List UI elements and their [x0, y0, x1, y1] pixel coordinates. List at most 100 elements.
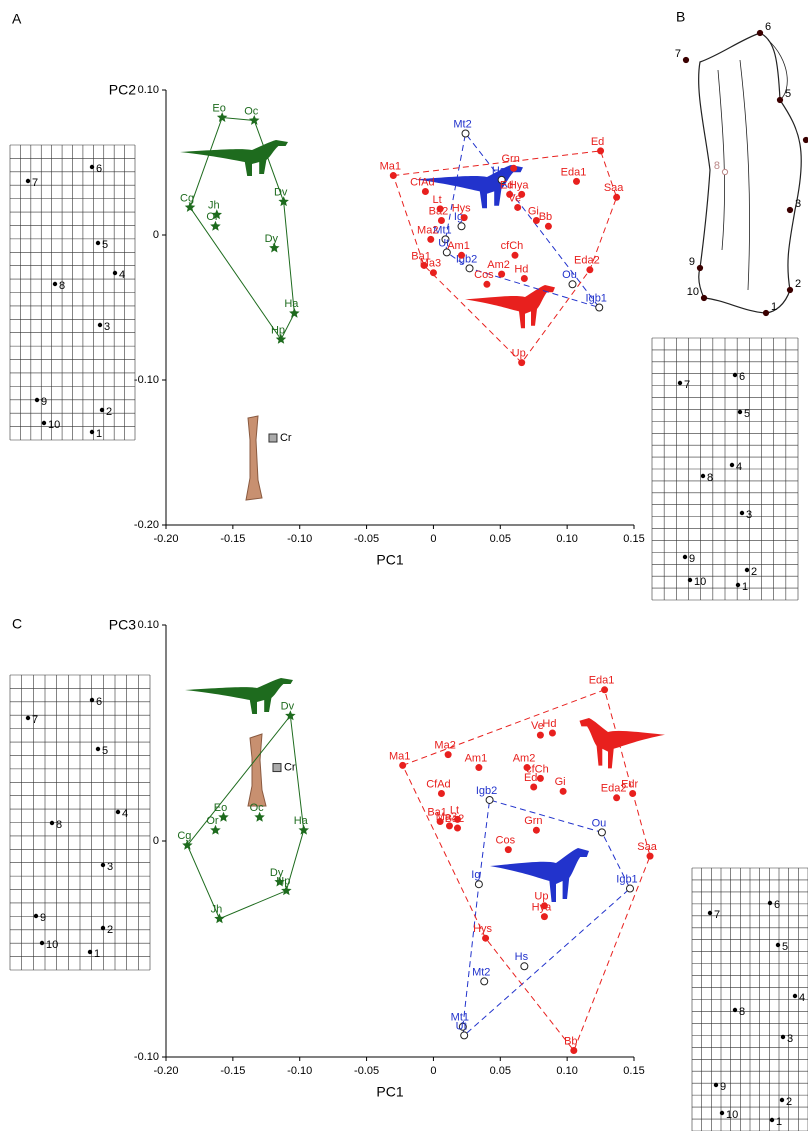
x-tick-label: 0.15 [623, 533, 644, 545]
landmark-label: 2 [107, 924, 113, 936]
point [595, 303, 604, 312]
y-axis-label: PC2 [109, 82, 136, 98]
x-tick-label: -0.15 [220, 1065, 245, 1077]
landmark-label: 2 [795, 278, 801, 290]
point [570, 1047, 578, 1055]
point [548, 729, 556, 737]
landmark-dot [769, 1117, 775, 1123]
landmark-dot [732, 1007, 738, 1013]
point-label: Gi [555, 776, 566, 788]
point [474, 880, 483, 889]
landmark-label: 6 [774, 899, 780, 911]
point-label: Dy [270, 867, 284, 879]
landmark-label: 4 [799, 992, 805, 1004]
x-tick-label: 0.05 [490, 1065, 511, 1077]
landmark-dot [762, 309, 770, 317]
point-label: Ig [471, 869, 480, 881]
point [568, 280, 577, 289]
point-label: Mt1 [433, 224, 451, 236]
landmark-label: 4 [119, 269, 125, 281]
x-tick-label: 0.10 [556, 1065, 577, 1077]
point [504, 846, 512, 854]
point-label: Eda2 [601, 783, 627, 795]
landmark-dot [89, 697, 95, 703]
landmark-label: 1 [776, 1116, 782, 1128]
point-label: Hya [532, 902, 552, 914]
landmark-dot [33, 913, 39, 919]
point-label: Bb [564, 1035, 577, 1047]
landmark-dot [779, 1097, 785, 1103]
landmark-dot [786, 286, 794, 294]
landmark-label: 9 [689, 553, 695, 565]
landmark-dot [39, 940, 45, 946]
point [298, 824, 309, 835]
landmark-label: 5 [102, 239, 108, 251]
landmark-label: 7 [684, 379, 690, 391]
point [498, 270, 506, 278]
point [460, 1031, 469, 1040]
point [442, 248, 451, 257]
silhouette [185, 678, 293, 714]
landmark-label: 10 [726, 1109, 738, 1121]
x-tick-label: -0.05 [354, 533, 379, 545]
point [399, 761, 407, 769]
point [510, 164, 518, 172]
point [613, 193, 621, 201]
landmark-dot [115, 809, 121, 815]
silhouette [465, 285, 555, 329]
point [436, 818, 444, 826]
landmark-label: 7 [32, 177, 38, 189]
point-label: Or [206, 815, 219, 827]
landmark-dot [729, 462, 735, 468]
silhouette [579, 718, 665, 769]
landmark-dot [732, 372, 738, 378]
landmark-dot [744, 567, 750, 573]
x-tick-label: 0.10 [556, 533, 577, 545]
landmark-dot [786, 206, 794, 214]
point-label: Ma1 [380, 160, 401, 172]
landmark-dot [87, 949, 93, 955]
point-label: Ed [524, 772, 537, 784]
point [514, 203, 522, 211]
point [211, 209, 222, 220]
point [445, 822, 453, 830]
point-label: Dv [274, 187, 288, 199]
landmark-label: 1 [94, 948, 100, 960]
point-label: CfAd [426, 778, 450, 790]
landmark-dot [89, 164, 95, 170]
point-label: Oc [244, 105, 259, 117]
landmark-label: 6 [765, 21, 771, 33]
point [427, 235, 435, 243]
landmark-label: 8 [714, 160, 720, 172]
point [272, 763, 282, 773]
point-label: Ma3 [436, 811, 457, 823]
point [457, 222, 466, 231]
point [461, 129, 470, 138]
landmark-dot [25, 715, 31, 721]
y-tick-label: 0 [153, 835, 159, 847]
point [544, 222, 552, 230]
y-tick-label: -0.20 [134, 519, 159, 531]
point [597, 828, 606, 837]
point-label: Ba1 [411, 250, 431, 262]
landmark-dot [739, 510, 745, 516]
point-label: Am2 [513, 752, 536, 764]
x-tick-label: -0.20 [153, 533, 178, 545]
landmark-label: 8 [707, 472, 713, 484]
point-label: Cos [474, 269, 494, 281]
point-label: Grn [501, 153, 519, 165]
point-label: cfCh [501, 240, 524, 252]
x-axis-label: PC1 [376, 1084, 403, 1100]
point [540, 913, 548, 921]
landmark-dot [767, 900, 773, 906]
landmark-dot [52, 281, 58, 287]
point [559, 787, 567, 795]
landmark-label: 1 [96, 428, 102, 440]
landmark-dot [696, 264, 704, 272]
silhouette [180, 140, 288, 176]
point [274, 876, 285, 887]
x-axis-label: PC1 [376, 552, 403, 568]
point-label: Saa [637, 841, 657, 853]
point [289, 307, 300, 318]
